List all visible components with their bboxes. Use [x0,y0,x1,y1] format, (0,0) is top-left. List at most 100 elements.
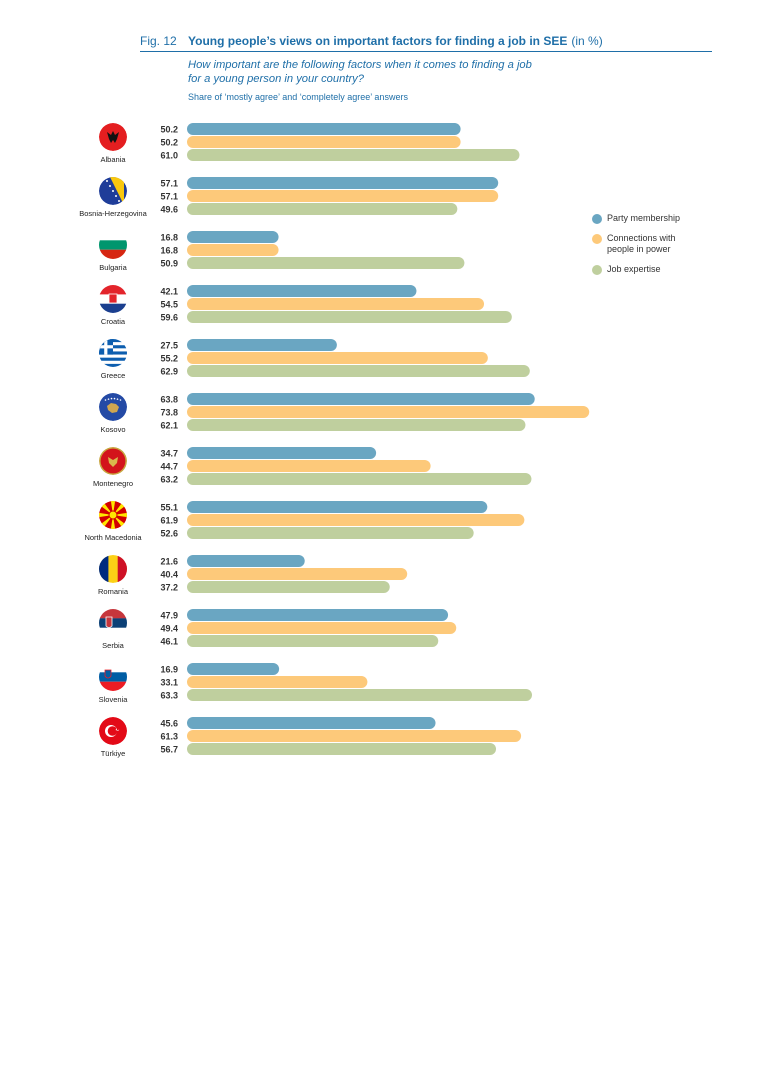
bar-serbia-connections-with-people-in-power [187,622,457,634]
value-label-north-macedonia-connections-with-people-in-power: 61.9 [160,516,178,526]
bar-romania-connections-with-people-in-power [187,568,408,580]
bar-romania-party-membership [187,555,305,567]
country-label-romania: Romania [98,587,129,596]
value-label-croatia-connections-with-people-in-power: 54.5 [160,300,178,310]
value-label-kosovo-party-membership: 63.8 [160,395,178,405]
bar-greece-job-expertise [187,365,530,377]
bar-montenegro-party-membership [187,447,377,459]
bar-north-macedonia-job-expertise [187,527,474,539]
country-label-slovenia: Slovenia [99,695,129,704]
bar-north-macedonia-party-membership [187,501,488,513]
bar-albania-job-expertise [187,149,520,161]
value-label-serbia-party-membership: 47.9 [160,611,178,621]
bar-bosnia-herzegovina-connections-with-people-in-power [187,190,499,202]
bar-slovenia-party-membership [187,663,280,675]
bar-kosovo-connections-with-people-in-power [187,406,590,418]
serbia-flag [99,609,127,637]
legend-swatch-expertise [592,265,602,275]
bar-montenegro-connections-with-people-in-power [187,460,431,472]
figure-header: Fig. 12 Young people’s views on importan… [140,34,712,51]
country-label-kosovo: Kosovo [100,425,125,434]
value-label-kosovo-job-expertise: 62.1 [160,421,178,431]
value-label-romania-connections-with-people-in-power: 40.4 [160,570,178,580]
greece-flag [99,339,127,367]
value-label-romania-job-expertise: 37.2 [160,583,178,593]
value-label-croatia-party-membership: 42.1 [160,287,178,297]
albania-flag [99,123,127,151]
legend-label-connections: Connections with people in power [607,233,676,254]
title-rule [140,51,712,52]
bar-kosovo-party-membership [187,393,535,405]
bar-serbia-party-membership [187,609,449,621]
value-label-slovenia-party-membership: 16.9 [160,665,178,675]
value-label-turkiye-job-expertise: 56.7 [160,745,178,755]
bar-croatia-party-membership [187,285,417,297]
bar-croatia-connections-with-people-in-power [187,298,485,310]
value-label-albania-connections-with-people-in-power: 50.2 [160,138,178,148]
figure-title: Young people’s views on important factor… [188,34,568,48]
kosovo-flag [99,393,127,421]
bar-croatia-job-expertise [187,311,512,323]
chart-subtitle: Share of ‘mostly agree’ and ‘completely … [188,92,408,102]
legend-item-connections: Connections with people in power [592,233,693,255]
value-label-serbia-connections-with-people-in-power: 49.4 [160,624,178,634]
figure-label: Fig. 12 [140,34,177,48]
bar-bulgaria-job-expertise [187,257,465,269]
country-label-greece: Greece [101,371,126,380]
value-label-bosnia-herzegovina-connections-with-people-in-power: 57.1 [160,192,178,202]
legend-item-party: Party membership [592,213,693,224]
bar-romania-job-expertise [187,581,390,593]
bulgaria-flag [99,231,127,259]
bar-turkiye-party-membership [187,717,436,729]
bar-albania-connections-with-people-in-power [187,136,461,148]
bar-greece-connections-with-people-in-power [187,352,488,364]
legend-item-expertise: Job expertise [592,264,693,275]
legend-label-party: Party membership [607,213,681,223]
croatia-flag [99,285,127,313]
value-label-romania-party-membership: 21.6 [160,557,178,567]
figure-unit: (in %) [571,34,603,48]
value-label-greece-connections-with-people-in-power: 55.2 [160,354,178,364]
value-label-albania-party-membership: 50.2 [160,125,178,135]
bar-albania-party-membership [187,123,461,135]
bar-slovenia-job-expertise [187,689,532,701]
legend-swatch-party [592,214,602,224]
survey-question: How important are the following factors … [188,59,532,85]
bar-turkiye-job-expertise [187,743,497,755]
value-label-montenegro-party-membership: 34.7 [160,449,178,459]
bar-bulgaria-connections-with-people-in-power [187,244,279,256]
country-label-montenegro: Montenegro [93,479,133,488]
montenegro-flag [99,447,127,475]
value-label-albania-job-expertise: 61.0 [160,151,178,161]
value-label-turkiye-connections-with-people-in-power: 61.3 [160,732,178,742]
legend-swatch-connections [592,234,602,244]
country-label-bosnia-herzegovina: Bosnia-Herzegovina [79,209,147,218]
country-label-bulgaria: Bulgaria [99,263,127,272]
value-label-north-macedonia-job-expertise: 52.6 [160,529,178,539]
bar-greece-party-membership [187,339,337,351]
bar-north-macedonia-connections-with-people-in-power [187,514,525,526]
value-label-croatia-job-expertise: 59.6 [160,313,178,323]
bar-turkiye-connections-with-people-in-power [187,730,522,742]
value-label-greece-party-membership: 27.5 [160,341,178,351]
bar-bosnia-herzegovina-job-expertise [187,203,458,215]
value-label-bulgaria-connections-with-people-in-power: 16.8 [160,246,178,256]
turkiye-flag [99,717,127,745]
value-label-bulgaria-job-expertise: 50.9 [160,259,178,269]
slovenia-flag [99,663,127,691]
country-label-turkiye: Türkiye [101,749,126,758]
value-label-greece-job-expertise: 62.9 [160,367,178,377]
bar-kosovo-job-expertise [187,419,526,431]
country-label-north-macedonia: North Macedonia [84,533,142,542]
value-label-slovenia-job-expertise: 63.3 [160,691,178,701]
bosnia-herzegovina-flag [99,177,127,205]
country-label-croatia: Croatia [101,317,126,326]
north-macedonia-flag [99,501,127,529]
value-label-kosovo-connections-with-people-in-power: 73.8 [160,408,178,418]
country-label-albania: Albania [100,155,126,164]
bar-montenegro-job-expertise [187,473,532,485]
bar-bulgaria-party-membership [187,231,279,243]
value-label-north-macedonia-party-membership: 55.1 [160,503,178,513]
value-label-turkiye-party-membership: 45.6 [160,719,178,729]
